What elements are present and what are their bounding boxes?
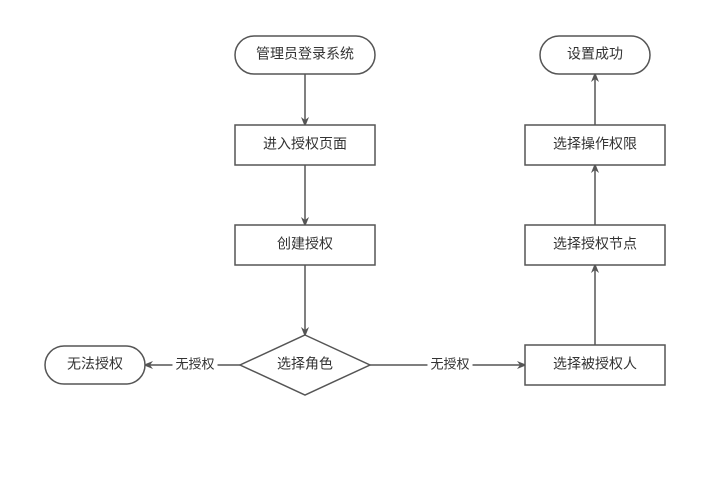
node-n2: 进入授权页面 <box>235 125 375 165</box>
node-label: 选择操作权限 <box>553 136 637 152</box>
node-label: 管理员登录系统 <box>256 46 354 62</box>
node-n3: 创建授权 <box>235 225 375 265</box>
node-label: 创建授权 <box>277 236 333 252</box>
node-label: 设置成功 <box>567 46 623 62</box>
node-label: 选择被授权人 <box>553 356 637 372</box>
node-label: 选择角色 <box>277 356 333 372</box>
node-label: 进入授权页面 <box>263 136 347 152</box>
node-n1: 管理员登录系统 <box>235 36 375 74</box>
node-n6: 选择被授权人 <box>525 345 665 385</box>
node-n7: 选择授权节点 <box>525 225 665 265</box>
edge-label: 无授权 <box>175 356 214 371</box>
node-n8: 选择操作权限 <box>525 125 665 165</box>
node-n9: 设置成功 <box>540 36 650 74</box>
node-label: 选择授权节点 <box>553 236 637 252</box>
node-label: 无法授权 <box>67 356 123 372</box>
edge-label: 无授权 <box>430 356 469 371</box>
node-n4: 选择角色 <box>240 335 370 395</box>
flowchart-canvas: 管理员登录系统进入授权页面创建授权选择角色 无法授权 选择被授权人选择授权节点选择操… <box>0 0 709 500</box>
node-n5: 无法授权 <box>45 346 145 384</box>
